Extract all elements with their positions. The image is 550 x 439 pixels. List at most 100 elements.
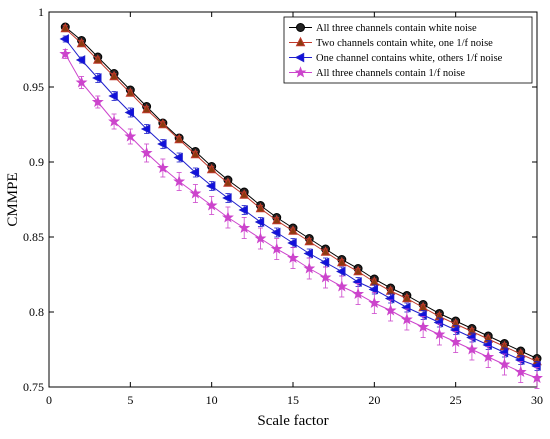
data-point xyxy=(108,115,120,127)
data-point xyxy=(303,262,316,274)
legend: All three channels contain white noise Tw… xyxy=(283,16,533,84)
y-tick-label: 0.8 xyxy=(29,305,44,319)
data-point xyxy=(190,148,201,159)
data-point xyxy=(109,70,119,81)
data-point xyxy=(108,91,118,101)
legend-marker xyxy=(296,23,305,32)
data-point xyxy=(449,335,462,348)
legend-marker xyxy=(294,66,307,78)
x-tick-label: 20 xyxy=(368,393,380,407)
data-point xyxy=(433,328,446,340)
data-point xyxy=(75,76,88,88)
data-point xyxy=(531,371,543,384)
data-point xyxy=(352,277,362,287)
data-point xyxy=(238,221,251,234)
x-axis: 0 5 10 15 20 25 30 xyxy=(46,12,543,407)
data-point xyxy=(498,347,509,358)
data-point xyxy=(271,227,281,238)
data-point xyxy=(384,293,395,304)
data-point xyxy=(320,246,331,256)
data-point xyxy=(335,280,348,292)
data-point xyxy=(92,73,102,83)
data-point xyxy=(400,313,413,325)
legend-marker xyxy=(295,36,306,47)
data-point xyxy=(124,130,137,142)
data-point xyxy=(92,54,103,64)
legend-label: One channel contains white, others 1/f n… xyxy=(316,53,503,64)
data-point xyxy=(254,232,267,244)
data-point xyxy=(158,118,168,129)
data-point xyxy=(91,95,104,108)
series-3 xyxy=(59,34,541,371)
data-point xyxy=(156,161,169,174)
data-point xyxy=(124,107,135,118)
data-point xyxy=(515,355,525,365)
data-point xyxy=(531,361,541,371)
y-tick-label: 0.85 xyxy=(23,230,44,244)
legend-box xyxy=(283,16,533,84)
data-point xyxy=(287,238,297,248)
data-point xyxy=(174,133,184,144)
legend-label: All three channels contain 1/f noise xyxy=(316,68,465,79)
data-point xyxy=(433,317,444,328)
data-point xyxy=(140,124,151,134)
data-point xyxy=(287,251,299,264)
data-point xyxy=(141,103,152,114)
data-point xyxy=(384,304,397,316)
legend-marker xyxy=(294,52,305,63)
data-point xyxy=(352,287,364,300)
data-point xyxy=(303,248,313,259)
data-point xyxy=(255,202,266,213)
data-point xyxy=(205,181,216,191)
data-point xyxy=(417,320,430,333)
data-point xyxy=(76,37,87,48)
series-line xyxy=(64,53,538,379)
data-point xyxy=(59,34,69,44)
y-tick-label: 1 xyxy=(38,5,44,19)
data-point xyxy=(401,302,411,313)
data-point xyxy=(368,296,381,309)
data-point xyxy=(466,332,476,343)
data-point xyxy=(222,211,234,223)
data-point xyxy=(368,284,379,295)
data-point xyxy=(449,325,460,335)
x-tick-label: 30 xyxy=(531,393,543,407)
y-tick-label: 0.75 xyxy=(23,380,44,394)
data-point xyxy=(239,189,250,199)
data-point xyxy=(482,350,495,363)
legend-label: Two channels contain white, one 1/f nois… xyxy=(316,38,493,49)
data-point xyxy=(205,199,218,211)
data-point xyxy=(498,358,511,370)
data-point xyxy=(173,175,186,187)
data-point xyxy=(319,271,332,283)
data-point xyxy=(189,187,202,199)
data-point xyxy=(157,139,167,149)
data-point xyxy=(319,257,330,268)
y-axis: 0.75 0.8 0.85 0.9 0.95 1 xyxy=(23,5,537,394)
data-point xyxy=(140,146,153,159)
data-point xyxy=(336,266,346,277)
data-point xyxy=(514,365,527,378)
y-tick-label: 0.9 xyxy=(29,155,44,169)
x-tick-label: 5 xyxy=(127,393,133,407)
data-point xyxy=(173,152,183,163)
data-point xyxy=(417,310,427,320)
data-point xyxy=(466,343,478,355)
data-point xyxy=(75,55,86,65)
data-point xyxy=(60,22,71,33)
data-point xyxy=(353,265,363,276)
data-point xyxy=(189,167,200,178)
data-point xyxy=(59,47,72,60)
data-point xyxy=(304,235,315,246)
data-point xyxy=(125,87,136,97)
series-layer xyxy=(59,22,543,389)
x-tick-label: 25 xyxy=(450,393,462,407)
data-point xyxy=(288,225,298,235)
data-point xyxy=(206,163,217,174)
y-tick-label: 0.95 xyxy=(23,80,44,94)
data-point xyxy=(270,242,283,255)
y-axis-label: CMMPE xyxy=(5,172,21,226)
x-axis-label: Scale factor xyxy=(257,413,328,429)
